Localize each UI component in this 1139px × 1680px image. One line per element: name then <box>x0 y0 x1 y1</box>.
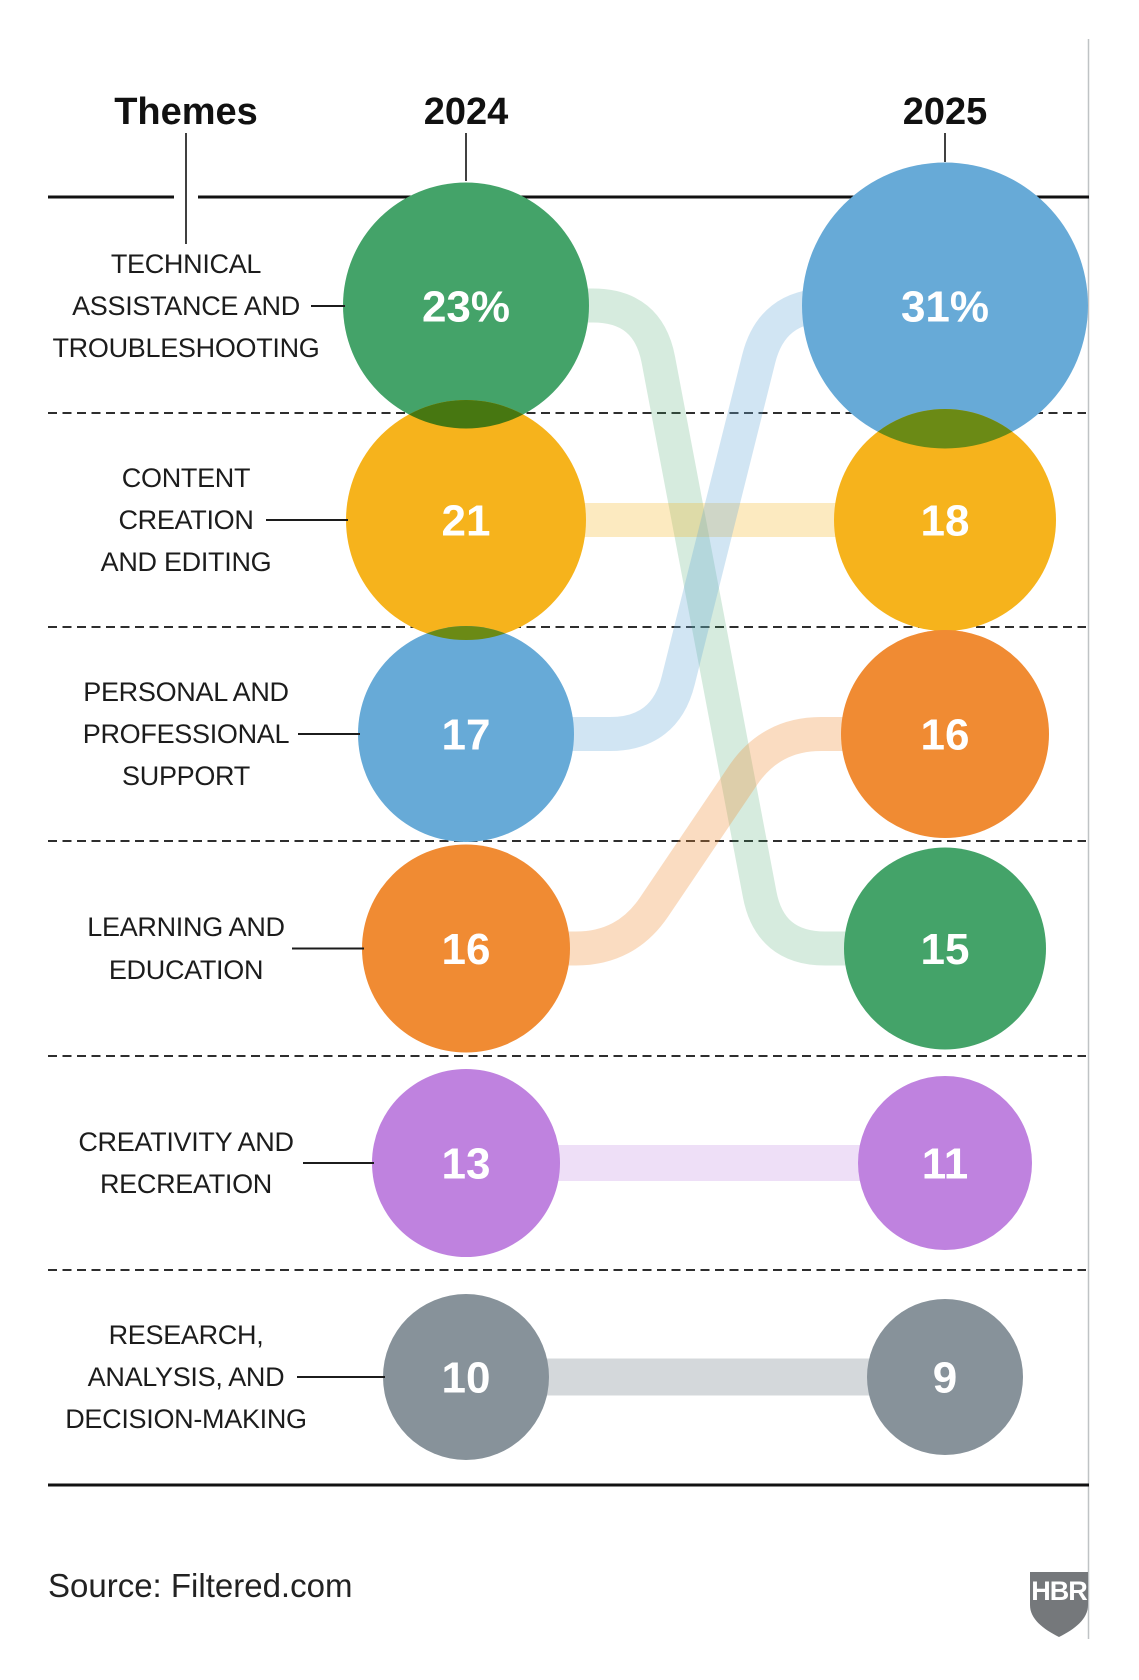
bubble-2024-technical-assistance <box>343 182 589 429</box>
row-label-line: PROFESSIONAL <box>83 719 290 749</box>
year-2025-header: 2025 <box>903 91 988 133</box>
bubble-2025-personal-support <box>802 162 1088 449</box>
value-2025-technical-assistance: 15 <box>921 925 970 974</box>
row-label-line: TECHNICAL <box>111 249 262 279</box>
value-2024-content-creation: 21 <box>442 497 491 546</box>
row-label-line: CREATIVITY AND <box>78 1127 293 1157</box>
row-label-line: CONTENT <box>122 463 250 493</box>
column-headers: Themes 2024 2025 <box>114 91 987 133</box>
bubble-values: 23% 21 17 16 13 10 31% 18 16 15 11 9 <box>422 283 989 1403</box>
row-label-content-creation: CONTENT CREATION AND EDITING <box>101 463 348 577</box>
row-label-technical-assistance: TECHNICAL ASSISTANCE AND TROUBLESHOOTING <box>52 249 345 363</box>
row-label-creativity-recreation: CREATIVITY AND RECREATION <box>78 1127 374 1199</box>
row-label-line: EDUCATION <box>109 955 263 985</box>
hbr-logo-text: HBR <box>1031 1576 1087 1606</box>
row-label-line: TROUBLESHOOTING <box>52 333 319 363</box>
bubble-2024-research-analysis <box>383 1294 549 1460</box>
source-credit: Source: Filtered.com <box>48 1567 352 1604</box>
hbr-shield-icon <box>1030 1572 1088 1637</box>
bubble-2024-content-creation <box>346 400 586 640</box>
footer: Source: Filtered.com HBR <box>48 1567 1088 1637</box>
row-label-line: CREATION <box>118 505 253 535</box>
band-personal-support <box>466 288 945 751</box>
value-2024-research-analysis: 10 <box>442 1354 491 1403</box>
row-label-line: ANALYSIS, AND <box>88 1362 285 1392</box>
row-label-learning-education: LEARNING AND EDUCATION <box>87 912 364 985</box>
value-2024-learning-education: 16 <box>442 925 491 974</box>
row-label-line: ASSISTANCE AND <box>72 291 300 321</box>
bubble-2025-research-analysis <box>867 1299 1023 1455</box>
value-2024-technical-assistance: 23% <box>422 283 510 332</box>
year-2024-header: 2024 <box>424 91 509 133</box>
bubbles-2024 <box>343 182 589 1460</box>
value-2025-creativity-recreation: 11 <box>922 1140 969 1189</box>
bubble-2025-creativity-recreation <box>858 1076 1032 1250</box>
value-2025-content-creation: 18 <box>921 497 970 546</box>
value-2025-personal-support: 31% <box>901 283 989 332</box>
bubble-2025-technical-assistance <box>844 847 1046 1050</box>
hbr-logo: HBR <box>1030 1572 1088 1637</box>
value-2024-personal-support: 17 <box>442 711 491 760</box>
row-label-line: DECISION-MAKING <box>65 1404 307 1434</box>
band-technical-assistance <box>466 288 945 966</box>
bubble-2025-content-creation <box>834 409 1056 631</box>
row-label-line: AND EDITING <box>101 547 272 577</box>
bubble-2025-learning-education <box>841 630 1049 838</box>
frame-lines <box>48 39 1090 1639</box>
row-label-research-analysis: RESEARCH, ANALYSIS, AND DECISION-MAKING <box>65 1320 385 1434</box>
value-2025-research-analysis: 9 <box>933 1354 957 1403</box>
bubbles-2025 <box>802 162 1088 1455</box>
row-label-line: PERSONAL AND <box>83 677 288 707</box>
bubble-2024-personal-support <box>358 626 574 842</box>
bubble-2024-learning-education <box>362 844 570 1053</box>
value-2024-creativity-recreation: 13 <box>442 1140 491 1189</box>
row-label-line: LEARNING AND <box>87 912 284 942</box>
band-learning-education <box>466 717 945 966</box>
row-label-line: SUPPORT <box>122 761 250 791</box>
row-label-line: RECREATION <box>100 1169 272 1199</box>
row-label-personal-support: PERSONAL AND PROFESSIONAL SUPPORT <box>83 677 360 791</box>
row-label-line: RESEARCH, <box>109 1320 264 1350</box>
value-2025-learning-education: 16 <box>921 711 970 760</box>
bubble-2024-creativity-recreation <box>372 1069 560 1257</box>
row-labels: TECHNICAL ASSISTANCE AND TROUBLESHOOTING… <box>52 249 385 1434</box>
themes-header: Themes <box>114 91 258 133</box>
